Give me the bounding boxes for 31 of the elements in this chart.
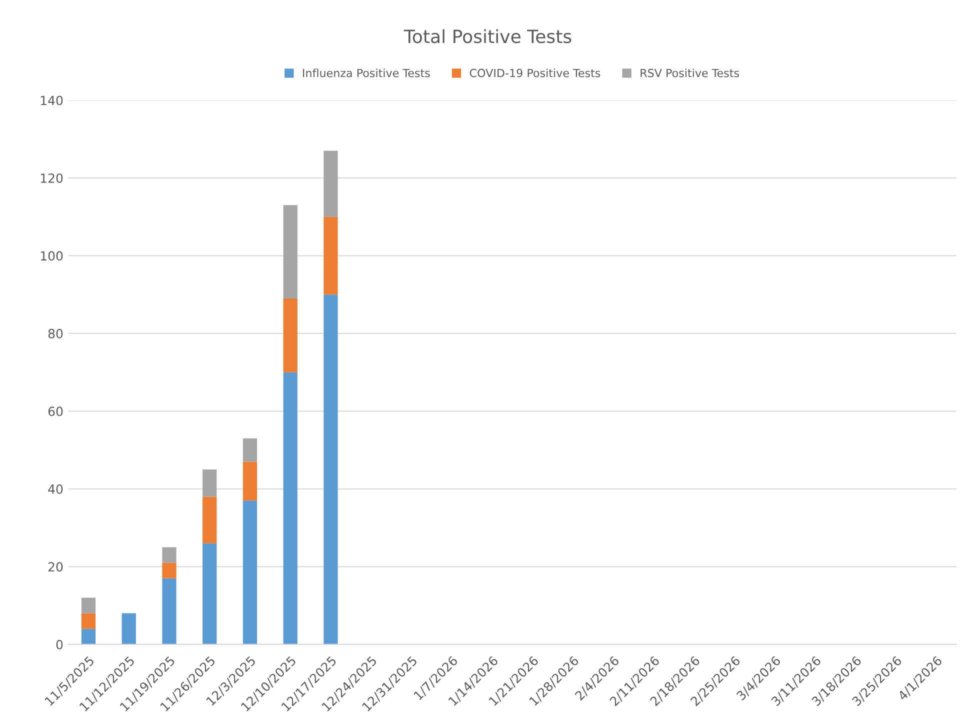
bar: [242, 500, 258, 644]
bar: [324, 294, 338, 644]
bar: [202, 496, 217, 544]
bar: [324, 150, 338, 217]
y-tick-label: 40: [48, 484, 63, 494]
bar: [202, 543, 217, 644]
y-tick-label: 120: [40, 173, 63, 183]
legend-label: COVID-19 Positive Tests: [470, 68, 600, 78]
legend-label: Influenza Positive Tests: [303, 68, 430, 78]
y-tick-label: 100: [40, 251, 63, 261]
y-tick-label: 140: [40, 96, 63, 106]
legend-label: RSV Positive Tests: [640, 68, 739, 78]
bar: [242, 438, 258, 462]
y-tick-label: 0: [56, 640, 63, 650]
y-tick-label: 60: [48, 406, 63, 416]
bar: [242, 462, 258, 501]
y-tick-label: 20: [48, 562, 63, 572]
bar: [202, 469, 217, 497]
bar: [283, 298, 298, 372]
bar: [81, 628, 96, 644]
bar: [283, 205, 298, 298]
bar: [162, 578, 176, 644]
bar: [324, 216, 338, 295]
chart-title: Total Positive Tests: [404, 29, 572, 44]
bar: [283, 372, 298, 644]
bar: [162, 547, 176, 563]
bar: [81, 598, 96, 614]
bar: [162, 562, 176, 578]
bar: [81, 613, 96, 629]
y-tick-label: 80: [48, 328, 63, 338]
bar: [122, 613, 136, 644]
